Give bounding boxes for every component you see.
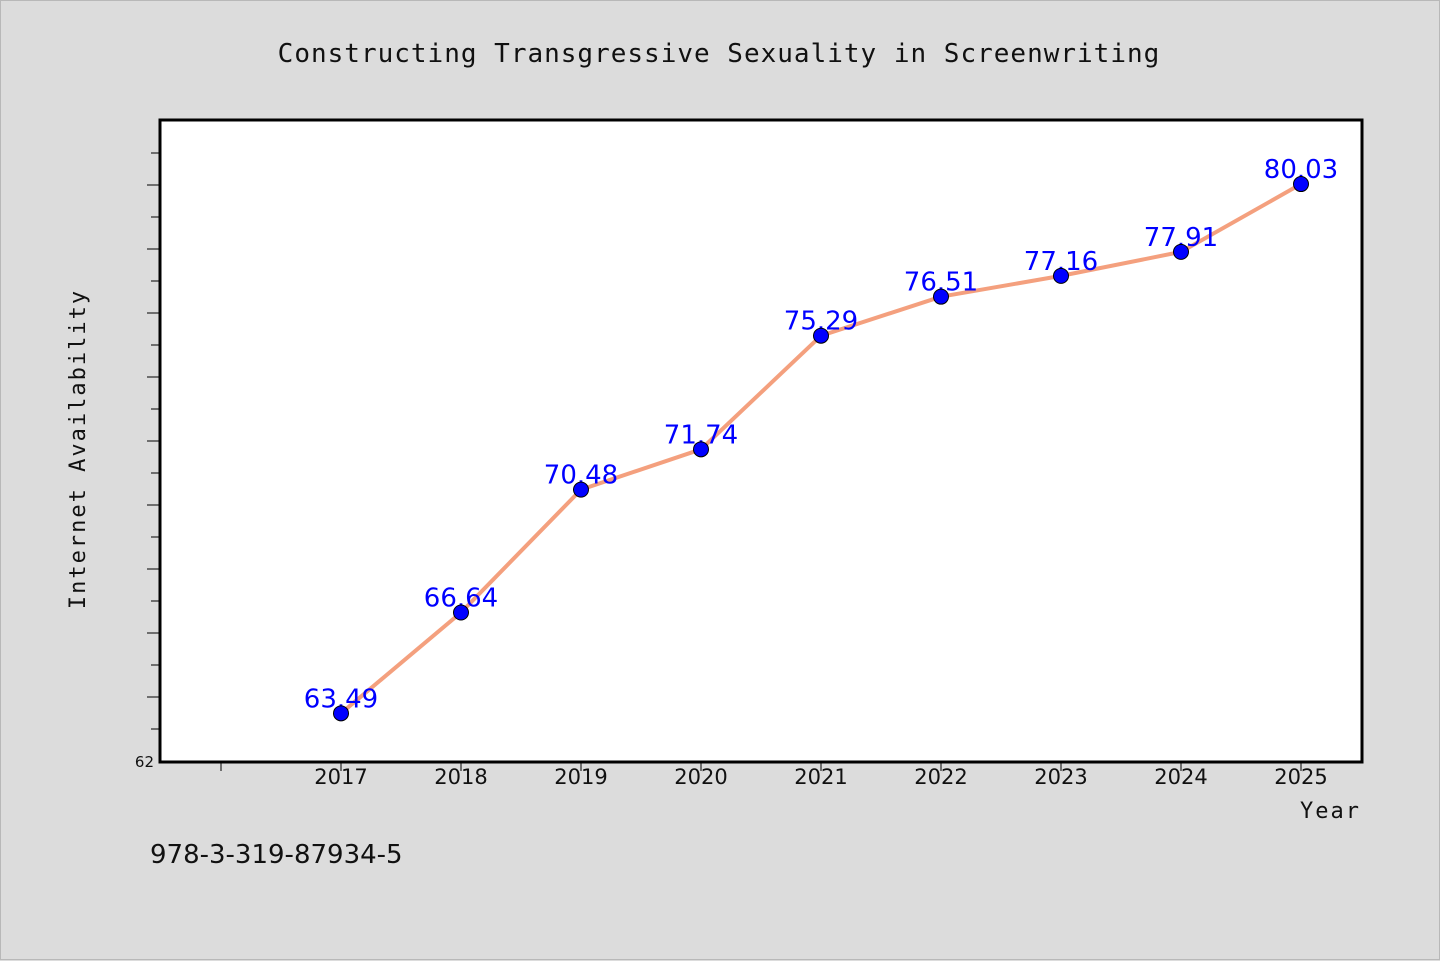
data-point [813,327,829,344]
isbn-text: 978-3-319-87934-5 [150,840,403,870]
data-point [333,705,349,722]
x-tick-label: 2020 [674,765,727,789]
y-axis-label: Internet Availability [66,289,91,609]
x-tick-label: 2021 [794,765,847,789]
data-point [453,604,469,621]
plot-area [158,118,1364,764]
x-tick-label: 2018 [434,765,487,789]
series-layer: 63.4966.6470.4871.7475.2976.5177.1677.91… [304,155,1338,722]
y-axis-ticks [147,152,159,730]
data-point [1053,267,1069,284]
x-tick-label: 2025 [1274,765,1327,789]
x-tick-label: 2023 [1034,765,1087,789]
x-tick-label: 2024 [1154,765,1207,789]
x-tick-label: 2017 [314,765,367,789]
data-point [1293,176,1309,193]
data-point [573,481,589,498]
x-tick-label: 2022 [914,765,967,789]
y-tick-label-min: 62 [135,753,154,771]
data-point [693,441,709,458]
chart-title: Constructing Transgressive Sexuality in … [278,39,1161,69]
data-point [933,288,949,305]
data-point [1173,243,1189,260]
x-axis-label: Year [1300,799,1361,824]
x-axis-ticks: 2017 2018 2019 2020 2021 2022 2023 2024 2025 [220,763,1328,789]
x-tick-label: 2019 [554,765,607,789]
